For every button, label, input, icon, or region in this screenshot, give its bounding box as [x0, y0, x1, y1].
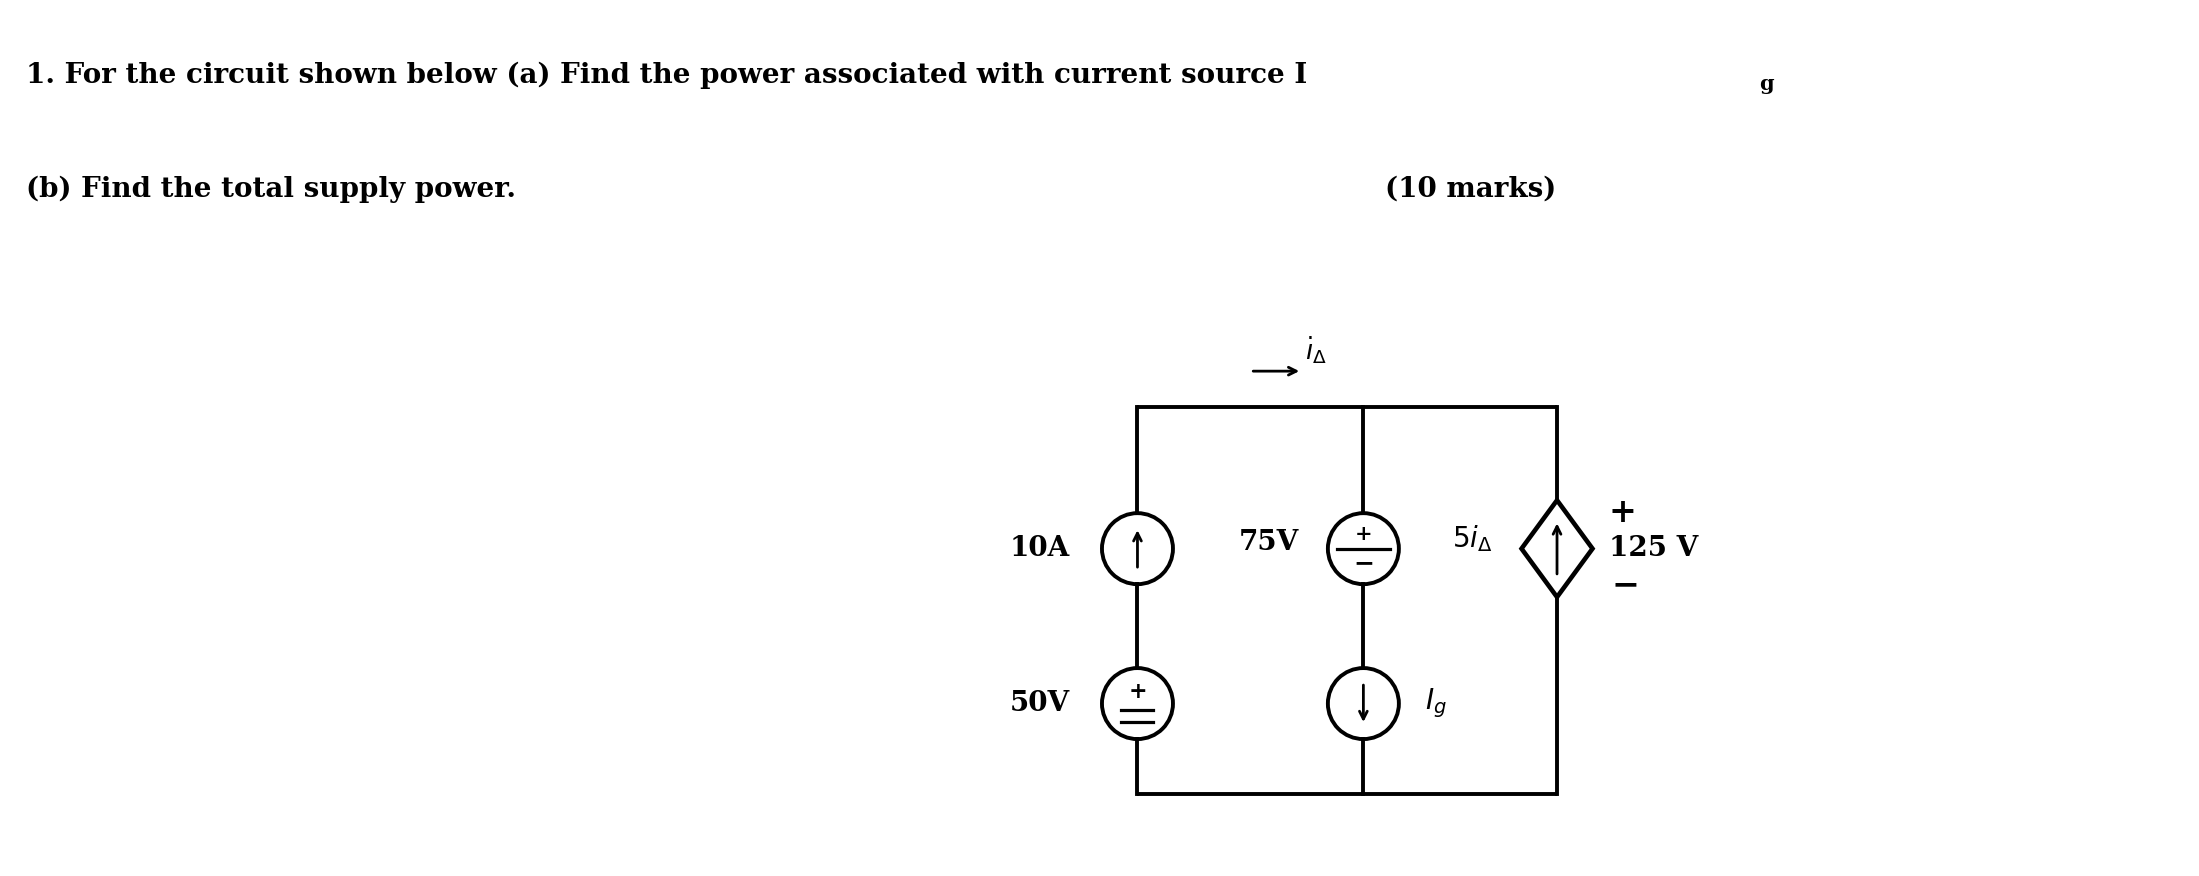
- Text: $5i_\Delta$: $5i_\Delta$: [1451, 524, 1493, 555]
- Text: 1. For the circuit shown below (a) Find the power associated with current source: 1. For the circuit shown below (a) Find …: [26, 61, 1308, 88]
- Text: +: +: [1128, 682, 1146, 703]
- Text: +: +: [1610, 496, 1636, 529]
- Text: (10 marks): (10 marks): [1385, 175, 1557, 202]
- Text: $\dot{\imath}_\Delta$: $\dot{\imath}_\Delta$: [1306, 334, 1328, 366]
- Text: (b) Find the total supply power.: (b) Find the total supply power.: [26, 175, 517, 202]
- Text: +: +: [1355, 524, 1372, 544]
- Text: −: −: [1612, 569, 1640, 602]
- Text: $I_g$: $I_g$: [1425, 687, 1447, 720]
- Text: 125 V: 125 V: [1610, 535, 1698, 562]
- Text: 75V: 75V: [1238, 529, 1300, 555]
- Text: 10A: 10A: [1009, 535, 1069, 562]
- Text: g: g: [1759, 74, 1775, 95]
- Text: 50V: 50V: [1009, 690, 1069, 717]
- Text: −: −: [1352, 552, 1374, 576]
